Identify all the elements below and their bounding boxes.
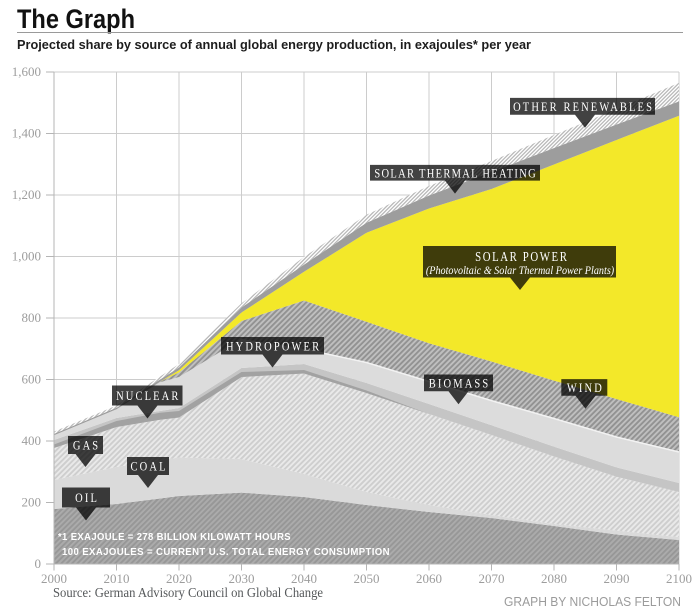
svg-text:COAL: COAL: [131, 460, 168, 474]
svg-text:800: 800: [22, 310, 42, 325]
svg-text:2090: 2090: [604, 571, 630, 586]
svg-text:OTHER RENEWABLES: OTHER RENEWABLES: [513, 100, 654, 114]
svg-text:OIL: OIL: [75, 491, 99, 505]
svg-text:Source: German Advisory Counci: Source: German Advisory Council on Globa…: [53, 585, 323, 600]
svg-text:2020: 2020: [166, 571, 192, 586]
svg-text:NUCLEAR: NUCLEAR: [116, 389, 180, 403]
svg-text:2080: 2080: [541, 571, 567, 586]
svg-text:100 EXAJOULES = CURRENT U.S. T: 100 EXAJOULES = CURRENT U.S. TOTAL ENERG…: [62, 547, 390, 558]
svg-text:2070: 2070: [479, 571, 505, 586]
svg-text:(Photovoltaic & Solar Thermal: (Photovoltaic & Solar Thermal Power Plan…: [426, 264, 615, 277]
svg-text:2010: 2010: [104, 571, 130, 586]
svg-text:2060: 2060: [416, 571, 442, 586]
svg-text:BIOMASS: BIOMASS: [429, 377, 491, 391]
svg-text:200: 200: [22, 495, 42, 510]
svg-text:2040: 2040: [291, 571, 317, 586]
svg-text:Projected share by source of a: Projected share by source of annual glob…: [17, 37, 531, 52]
svg-text:1,000: 1,000: [12, 249, 41, 264]
svg-text:2030: 2030: [229, 571, 255, 586]
svg-text:2000: 2000: [41, 571, 67, 586]
svg-text:0: 0: [35, 556, 42, 571]
svg-text:1,600: 1,600: [12, 64, 41, 79]
svg-text:600: 600: [22, 372, 42, 387]
svg-text:2100: 2100: [666, 571, 692, 586]
svg-text:*1 EXAJOULE = 278 BILLION KILO: *1 EXAJOULE = 278 BILLION KILOWATT HOURS: [58, 532, 291, 543]
svg-text:GAS: GAS: [73, 439, 100, 453]
svg-text:The Graph: The Graph: [17, 4, 135, 34]
svg-text:400: 400: [22, 433, 42, 448]
svg-text:1,400: 1,400: [12, 126, 41, 141]
svg-text:2050: 2050: [354, 571, 380, 586]
svg-text:SOLAR THERMAL HEATING: SOLAR THERMAL HEATING: [374, 166, 537, 180]
svg-text:WIND: WIND: [567, 381, 604, 395]
svg-text:1,200: 1,200: [12, 187, 41, 202]
svg-text:GRAPH BY NICHOLAS FELTON: GRAPH BY NICHOLAS FELTON: [504, 594, 681, 609]
svg-text:HYDROPOWER: HYDROPOWER: [226, 339, 321, 353]
